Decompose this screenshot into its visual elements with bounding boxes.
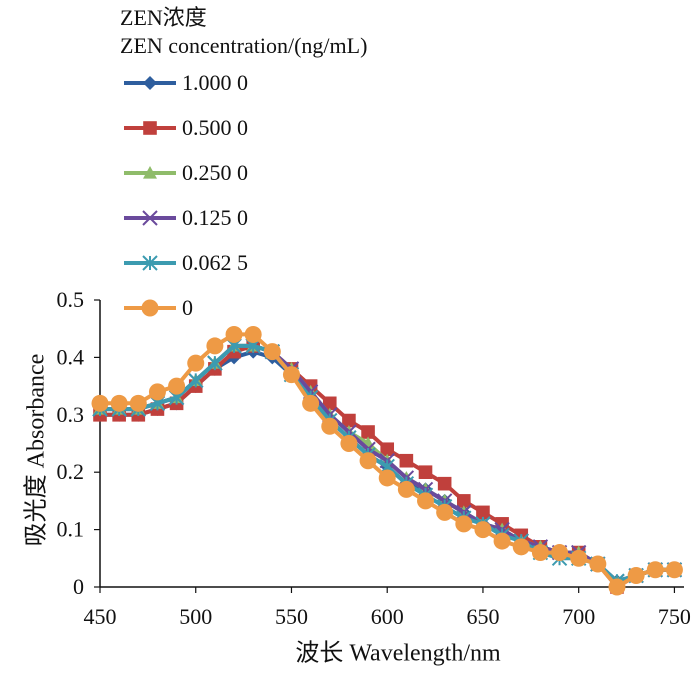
- legend-item: 0: [120, 285, 367, 330]
- data-point: [342, 413, 356, 428]
- data-point: [570, 549, 588, 567]
- y-tick-label: 0.1: [57, 517, 85, 542]
- data-point: [418, 465, 433, 479]
- x-tick-label: 700: [562, 604, 595, 629]
- y-tick-label: 0.2: [57, 459, 85, 484]
- data-point: [148, 383, 166, 401]
- legend-title-zh: ZEN浓度: [120, 5, 207, 30]
- data-point: [474, 521, 492, 539]
- y-tick-label: 0: [73, 574, 84, 599]
- data-point: [322, 396, 337, 411]
- x-tick-label: 500: [179, 604, 212, 629]
- legend-swatch: [124, 165, 176, 179]
- data-point: [188, 372, 204, 389]
- data-point: [399, 453, 414, 468]
- legend-swatch: [124, 120, 176, 135]
- data-point: [455, 515, 473, 533]
- legend-label: 0.125 0: [182, 204, 248, 230]
- legend-item: 1.000 0: [120, 60, 367, 105]
- legend-item: 0.250 0: [120, 150, 367, 195]
- data-point: [244, 325, 262, 343]
- series-5: [91, 325, 683, 596]
- legend-label: 0.062 5: [182, 249, 248, 275]
- legend: ZEN浓度 ZEN concentration/(ng/mL) 1.000 0 0…: [120, 4, 367, 330]
- legend-swatch: [124, 209, 176, 226]
- data-point: [531, 544, 549, 562]
- legend-swatch: [124, 75, 176, 90]
- data-point: [551, 544, 569, 562]
- data-point: [512, 538, 530, 556]
- y-tick-label: 0.3: [57, 402, 85, 427]
- legend-items: 1.000 0 0.500 0 0.250 0 0.125 0 0.062 5 0: [120, 60, 367, 330]
- legend-swatch: [124, 299, 176, 316]
- x-tick-label: 750: [658, 604, 691, 629]
- legend-swatch: [124, 254, 176, 271]
- data-point: [302, 394, 320, 412]
- legend-label: 1.000 0: [182, 69, 248, 95]
- data-point: [646, 561, 664, 579]
- data-point: [457, 494, 471, 508]
- y-tick-label: 0.5: [57, 287, 85, 312]
- data-point: [361, 425, 375, 439]
- legend-label: 0.250 0: [182, 159, 248, 185]
- data-point: [110, 394, 128, 412]
- x-tick-label: 550: [275, 604, 308, 629]
- data-point: [207, 355, 223, 371]
- x-axis-ticks: 450 500 550 600 650 700 750: [84, 587, 691, 629]
- legend-label: 0.500 0: [182, 114, 248, 140]
- data-point: [476, 505, 490, 520]
- legend-item: 0.500 0: [120, 105, 367, 150]
- data-point: [397, 480, 415, 498]
- data-point: [129, 394, 147, 412]
- legend-item: 0.125 0: [120, 195, 367, 240]
- x-tick-label: 600: [371, 604, 404, 629]
- data-point: [627, 567, 645, 585]
- legend-label: 0: [182, 294, 193, 320]
- data-point: [282, 366, 300, 384]
- data-point: [225, 325, 243, 343]
- x-tick-label: 650: [466, 604, 499, 629]
- data-point: [340, 435, 358, 452]
- legend-item: 0.062 5: [120, 240, 367, 285]
- data-point: [417, 492, 435, 510]
- data-point: [187, 354, 205, 372]
- data-point: [321, 417, 339, 435]
- y-axis-ticks: 0 0.1 0.2 0.3 0.4 0.5: [57, 287, 100, 599]
- series-4: [92, 338, 683, 589]
- data-point: [608, 578, 626, 596]
- plot-area: [91, 325, 683, 596]
- data-point: [589, 555, 607, 573]
- chart-axes: [99, 300, 684, 588]
- data-point: [436, 503, 454, 521]
- data-point: [263, 343, 281, 361]
- data-point: [359, 452, 377, 470]
- x-tick-label: 450: [84, 604, 117, 629]
- data-point: [378, 469, 396, 487]
- data-point: [665, 561, 683, 579]
- x-axis-label: 波长 Wavelength/nm: [295, 640, 501, 667]
- data-point: [168, 377, 186, 395]
- y-axis-label: 吸光度 Absorbance: [23, 353, 50, 547]
- y-tick-label: 0.4: [57, 344, 85, 369]
- data-point: [380, 442, 395, 457]
- data-point: [437, 476, 452, 491]
- data-point: [493, 532, 511, 550]
- data-point: [91, 394, 109, 412]
- data-point: [206, 337, 224, 355]
- legend-title-en: ZEN concentration/(ng/mL): [120, 33, 368, 58]
